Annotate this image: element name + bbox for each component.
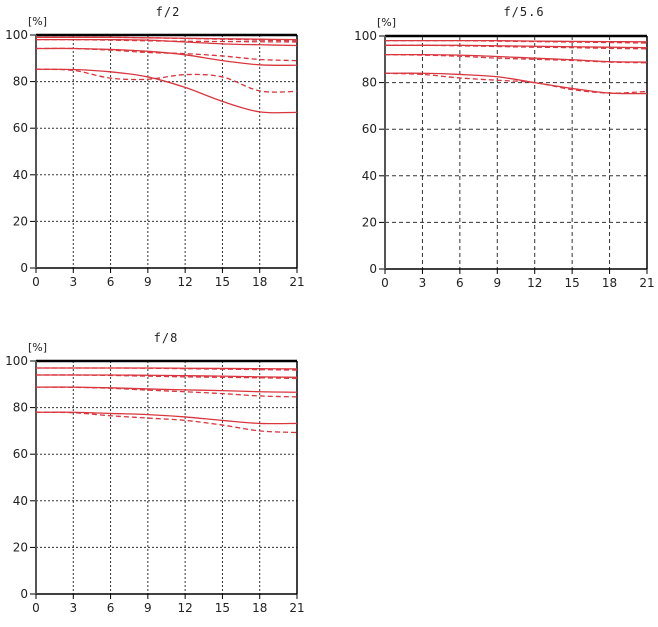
y-tick-label: 20 <box>13 214 28 228</box>
y-tick-label: 100 <box>5 28 28 42</box>
chart-svg-f8: f/8 [%] 0 20 40 60 80 100 0 3 6 9 12 15 18 21 <box>5 331 305 615</box>
curve-solid-4 <box>35 411 298 425</box>
x-tick-label: 9 <box>493 276 501 290</box>
x-tick-label: 15 <box>565 276 580 290</box>
x-tick-label: 0 <box>32 275 40 289</box>
curve-solid-4 <box>35 68 298 114</box>
y-tick-label: 100 <box>354 29 377 43</box>
curve-dashed-3 <box>35 386 298 398</box>
x-tick-label: 12 <box>527 276 542 290</box>
x-tick-label: 6 <box>456 276 464 290</box>
chart-f5-6: f/5.6 [%] 0 20 40 60 80 100 0 3 6 9 12 15 18 21 <box>340 0 658 300</box>
x-tick-label: 6 <box>107 275 115 289</box>
y-unit-label: [%] <box>377 16 396 29</box>
chart-f8: f/8 [%] 0 20 40 60 80 100 0 3 6 9 12 15 18 21 <box>0 320 320 623</box>
y-tick-label: 60 <box>362 122 377 136</box>
curve-dashed-2 <box>35 374 298 380</box>
x-tick-label: 0 <box>32 601 40 615</box>
x-tick-label: 18 <box>252 275 267 289</box>
y-tick-label: 80 <box>13 401 28 415</box>
curve-dashed-1 <box>385 39 648 44</box>
chart-f2: f/2 [%] 0 20 40 60 80 100 0 3 6 9 12 15 18 21 <box>0 0 320 300</box>
y-tick-label: 0 <box>369 262 377 276</box>
x-tick-label: 6 <box>107 601 115 615</box>
y-tick-label: 100 <box>5 354 28 368</box>
y-tick-label: 60 <box>13 447 28 461</box>
curve-dashed-1 <box>36 367 298 371</box>
x-tick-label: 12 <box>178 275 193 289</box>
chart-title: f/5.6 <box>503 5 544 19</box>
x-tick-label: 18 <box>252 601 267 615</box>
curve-dashed-2 <box>35 38 298 43</box>
y-tick-label: 0 <box>20 587 28 601</box>
curve-dashed-3 <box>35 47 298 62</box>
x-tick-label: 9 <box>144 601 152 615</box>
chart-svg-f5-6: f/5.6 [%] 0 20 40 60 80 100 0 3 6 9 12 15 18 21 <box>354 5 655 290</box>
x-tick-label: 3 <box>69 275 77 289</box>
curve-dashed-4 <box>35 411 298 434</box>
x-tick-label: 15 <box>215 275 230 289</box>
chart-svg-f2: f/2 [%] 0 20 40 60 80 100 0 3 6 9 12 15 18 21 <box>5 5 305 289</box>
y-unit-label: [%] <box>28 15 47 28</box>
y-tick-label: 80 <box>13 75 28 89</box>
curve-solid-3 <box>35 47 298 66</box>
y-unit-label: [%] <box>28 341 47 354</box>
curve-dashed-1 <box>36 36 298 42</box>
curve-dashed-3 <box>384 53 648 64</box>
y-tick-label: 40 <box>362 169 377 183</box>
y-tick-label: 20 <box>13 540 28 554</box>
x-tick-label: 18 <box>602 276 617 290</box>
curve-dashed-2 <box>384 44 648 50</box>
curve-dashed-4 <box>384 72 648 94</box>
y-tick-label: 20 <box>362 215 377 229</box>
y-tick-label: 40 <box>13 168 28 182</box>
curve-dashed-4 <box>35 68 298 93</box>
x-tick-label: 15 <box>215 601 230 615</box>
curve-solid-4 <box>384 72 648 95</box>
chart-title: f/8 <box>154 331 179 345</box>
y-tick-label: 60 <box>13 121 28 135</box>
x-tick-label: 3 <box>419 276 427 290</box>
chart-title: f/2 <box>156 5 181 19</box>
y-tick-label: 40 <box>13 494 28 508</box>
y-tick-label: 80 <box>362 76 377 90</box>
x-tick-label: 21 <box>639 276 654 290</box>
x-tick-label: 21 <box>289 601 304 615</box>
x-tick-label: 9 <box>144 275 152 289</box>
y-tick-label: 0 <box>20 261 28 275</box>
x-tick-label: 12 <box>178 601 193 615</box>
x-tick-label: 3 <box>69 601 77 615</box>
x-tick-label: 0 <box>381 276 389 290</box>
x-tick-label: 21 <box>289 275 304 289</box>
